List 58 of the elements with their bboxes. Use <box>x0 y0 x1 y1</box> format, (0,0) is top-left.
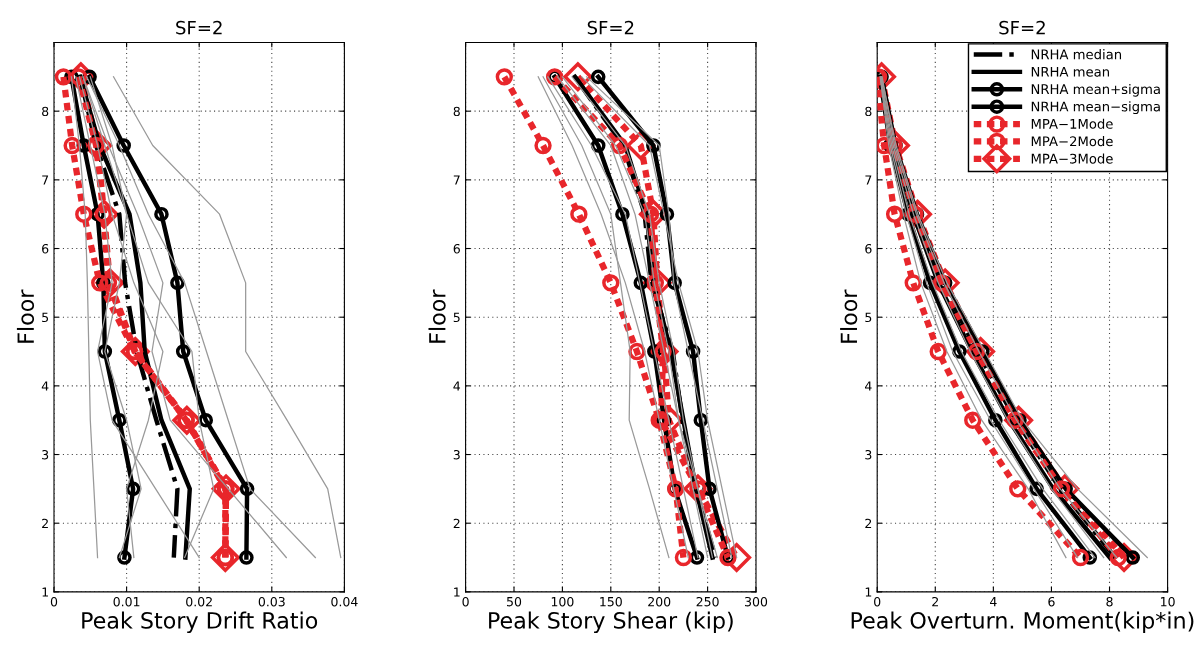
legend-label: MPA−3Mode <box>1031 153 1113 164</box>
y-tick-label: 1 <box>42 587 48 597</box>
x-tick-label: 0.03 <box>258 596 285 607</box>
x-tick-label: 0.01 <box>113 596 140 607</box>
y-tick-label: 5 <box>865 312 872 323</box>
x-tick-label: 50 <box>507 596 522 607</box>
x-tick-label: 6 <box>1048 596 1055 607</box>
y-tick-label: 3 <box>42 450 49 460</box>
chart-title: SF=2 <box>587 20 634 35</box>
y-tick-label: 6 <box>42 243 49 254</box>
x-tick-label: 0 <box>50 596 58 607</box>
y-tick-label: 8 <box>453 106 460 117</box>
x-axis-title: Peak Overturn. Moment(kip*in) <box>851 611 1194 634</box>
x-axis-title: Peak Story Shear (kip) <box>489 611 733 634</box>
y-tick-label: 5 <box>453 312 460 323</box>
y-tick-label: 3 <box>865 450 872 460</box>
chart-title: SF=2 <box>176 20 222 35</box>
x-tick-label: 8 <box>1106 596 1113 607</box>
y-tick-label: 7 <box>453 175 460 185</box>
x-tick-label: 200 <box>648 596 671 607</box>
legend-label: MPA−1Mode <box>1031 118 1113 129</box>
y-tick-label: 5 <box>42 312 49 323</box>
x-tick-label: 250 <box>696 596 719 607</box>
y-tick-label: 2 <box>42 518 48 528</box>
y-tick-label: 8 <box>865 106 872 117</box>
y-tick-label: 4 <box>41 381 49 391</box>
y-tick-label: 4 <box>453 381 461 391</box>
chart-title: SF=2 <box>999 20 1045 35</box>
legend-label: NRHA mean−sigma <box>1031 101 1160 115</box>
x-tick-label: 0 <box>462 596 469 607</box>
y-tick-label: 7 <box>42 175 49 185</box>
y-tick-label: 3 <box>453 450 460 460</box>
legend-label: NRHA mean <box>1031 66 1109 77</box>
y-tick-label: 1 <box>865 587 872 597</box>
legend-label: NRHA mean+sigma <box>1031 83 1160 97</box>
y-tick-label: 2 <box>453 518 460 528</box>
y-tick-label: 1 <box>454 587 460 597</box>
y-tick-label: 6 <box>453 243 460 254</box>
x-tick-label: 150 <box>600 596 622 607</box>
y-tick-label: 6 <box>865 243 872 254</box>
y-tick-label: 8 <box>42 106 49 117</box>
x-tick-label: 4 <box>989 597 997 607</box>
x-tick-label: 0 <box>874 596 881 607</box>
legend-label: NRHA median <box>1031 49 1122 60</box>
y-axis-title: Floor <box>16 289 35 343</box>
y-axis-title: Floor <box>840 289 858 343</box>
y-tick-label: 7 <box>865 175 872 185</box>
y-axis-title: Floor <box>428 289 446 343</box>
x-tick-label: 0.02 <box>186 596 212 607</box>
y-tick-label: 4 <box>865 381 872 391</box>
x-axis-title: Peak Story Drift Ratio <box>82 611 318 634</box>
legend-label: MPA−2Mode <box>1031 136 1113 147</box>
x-tick-label: 0.04 <box>331 596 358 607</box>
y-tick-label: 2 <box>865 518 872 528</box>
x-tick-label: 300 <box>745 596 768 607</box>
x-tick-label: 100 <box>551 596 574 607</box>
x-tick-label: 10 <box>1161 596 1175 607</box>
x-tick-label: 2 <box>932 596 938 607</box>
